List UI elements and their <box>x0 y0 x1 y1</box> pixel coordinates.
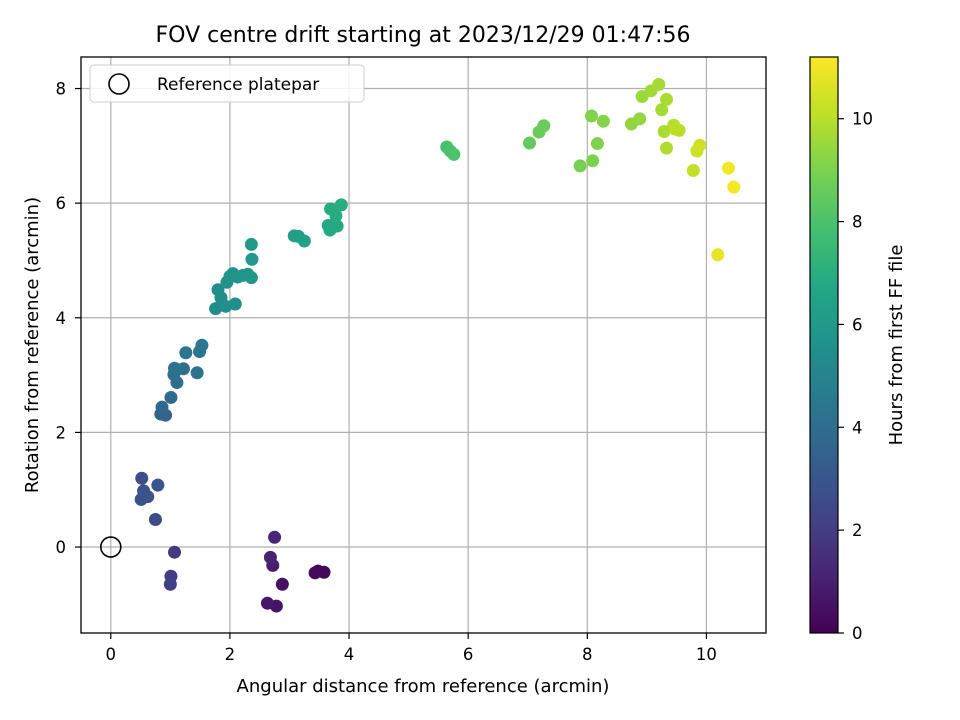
data-point <box>330 219 344 233</box>
colorbar-tick-labels: 0 2 4 6 8 10 <box>838 110 873 643</box>
y-tick-label: 4 <box>56 309 67 328</box>
legend: Reference platepar <box>89 64 365 103</box>
data-point <box>590 137 604 151</box>
data-point <box>537 119 551 133</box>
data-point <box>447 147 461 161</box>
x-tick-label: 2 <box>225 645 236 664</box>
data-point <box>268 530 282 544</box>
data-point <box>727 180 741 194</box>
data-point <box>211 283 225 297</box>
x-axis-label: Angular distance from reference (arcmin) <box>237 676 610 697</box>
x-tick-label: 6 <box>463 645 474 664</box>
data-points <box>134 78 741 613</box>
data-point <box>219 299 233 313</box>
data-point <box>168 545 182 559</box>
data-point <box>244 271 258 285</box>
colorbar: 0 2 4 6 8 10 Hours from first FF file <box>809 56 907 643</box>
data-point <box>263 550 277 564</box>
data-point <box>245 252 259 266</box>
data-point <box>633 112 647 126</box>
colorbar-tick-label: 8 <box>852 213 863 232</box>
legend-label: Reference platepar <box>157 75 319 95</box>
data-point <box>297 234 311 248</box>
data-point <box>151 478 165 492</box>
colorbar-label: Hours from first FF file <box>886 245 907 446</box>
data-point <box>155 400 169 414</box>
data-point <box>693 138 707 152</box>
y-tick-label: 6 <box>56 194 67 213</box>
data-point <box>652 78 666 92</box>
data-point <box>660 141 674 155</box>
data-point <box>668 122 682 136</box>
data-point <box>660 92 674 106</box>
data-point <box>244 237 258 251</box>
x-tick-label: 8 <box>582 645 593 664</box>
data-point <box>584 109 598 123</box>
x-tick-label: 0 <box>106 645 117 664</box>
colorbar-tick-label: 2 <box>852 521 863 540</box>
chart-title: FOV centre drift starting at 2023/12/29 … <box>156 23 691 48</box>
legend-box <box>89 64 365 103</box>
x-tick-labels: 0 2 4 6 8 10 <box>106 645 717 664</box>
data-point <box>134 492 148 506</box>
data-point <box>721 161 735 175</box>
data-point <box>523 136 537 150</box>
y-axis-label: Rotation from reference (arcmin) <box>22 197 43 493</box>
data-point <box>164 390 178 404</box>
colorbar-tick-label: 0 <box>852 624 863 643</box>
y-tick-label: 2 <box>56 423 67 442</box>
colorbar-tick-label: 10 <box>852 110 873 129</box>
data-point <box>135 471 149 485</box>
data-point <box>308 566 322 580</box>
data-point <box>168 361 182 375</box>
data-point <box>711 248 725 262</box>
data-point <box>657 125 671 139</box>
data-point <box>275 577 289 591</box>
plot-frame <box>80 56 767 634</box>
data-point <box>596 114 610 128</box>
x-tick-label: 10 <box>696 645 717 664</box>
y-tick-labels: 0 2 4 6 8 <box>56 80 67 558</box>
y-tick-label: 0 <box>56 538 67 557</box>
data-point <box>179 346 193 360</box>
data-point <box>573 159 587 173</box>
data-point <box>148 513 162 527</box>
data-point <box>163 577 177 591</box>
data-point <box>686 163 700 177</box>
colorbar-gradient <box>809 56 839 634</box>
data-point <box>586 154 600 168</box>
data-point <box>260 596 274 610</box>
x-tick-label: 4 <box>344 645 355 664</box>
y-tick-label: 8 <box>56 80 67 99</box>
data-point <box>195 338 209 352</box>
data-point <box>190 366 204 380</box>
colorbar-tick-label: 4 <box>852 418 863 437</box>
data-point <box>324 202 338 216</box>
reference-platepar-marker <box>99 536 122 558</box>
colorbar-tick-label: 6 <box>852 315 863 334</box>
data-point <box>334 198 348 212</box>
data-point <box>655 103 669 117</box>
data-point <box>209 302 223 316</box>
legend-open-circle-icon <box>108 73 130 95</box>
